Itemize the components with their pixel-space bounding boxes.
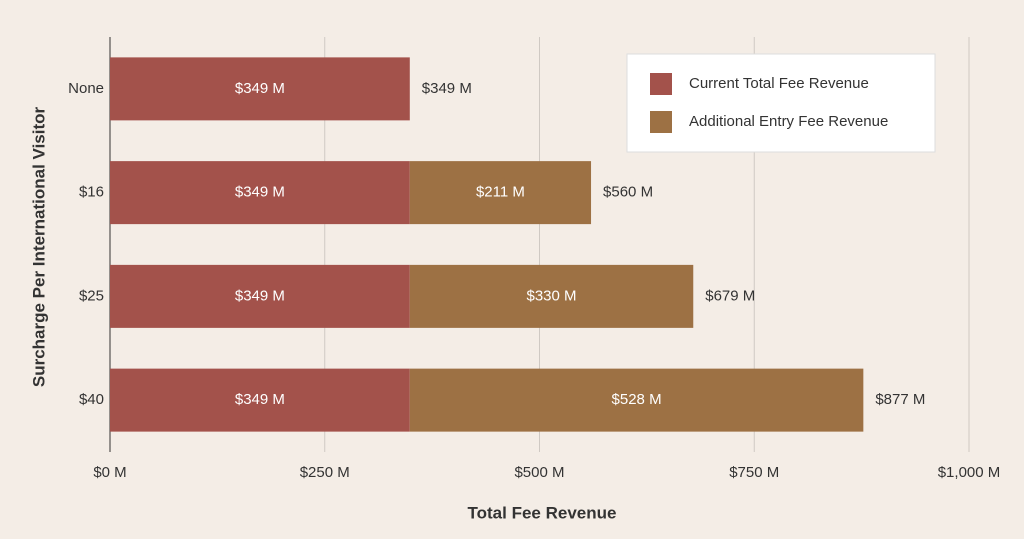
total-label: $349 M (422, 80, 472, 97)
x-axis-title: Total Fee Revenue (468, 503, 617, 522)
bar-segment (409, 264, 694, 328)
bar-segment (110, 264, 410, 328)
bar-segment (110, 368, 410, 432)
value-label: $349 M (235, 287, 285, 304)
y-axis-title: Surcharge Per International Visitor (29, 106, 48, 387)
legend-box (626, 53, 936, 153)
y-tick-label: $40 (79, 391, 104, 408)
y-tick-label: None (68, 80, 104, 97)
x-tick-label: $250 M (300, 464, 350, 481)
value-label: $330 M (527, 287, 577, 304)
total-label: $877 M (875, 391, 925, 408)
total-label: $560 M (603, 184, 653, 201)
x-tick-label: $750 M (729, 464, 779, 481)
bar-segment (110, 57, 410, 121)
x-tick-label: $0 M (93, 464, 126, 481)
bar-segment (409, 368, 864, 432)
legend-swatch (650, 111, 672, 133)
value-label: $349 M (235, 184, 285, 201)
value-label: $349 M (235, 80, 285, 97)
value-label: $528 M (612, 391, 662, 408)
legend-swatch (650, 73, 672, 95)
value-label: $349 M (235, 391, 285, 408)
legend-label: Current Total Fee Revenue (689, 75, 869, 92)
y-tick-label: $16 (79, 184, 104, 201)
total-label: $679 M (705, 287, 755, 304)
value-label: $211 M (476, 184, 525, 201)
y-tick-label: $25 (79, 287, 104, 304)
legend-label: Additional Entry Fee Revenue (689, 113, 888, 130)
bar-segment (110, 161, 410, 225)
bar-segment (409, 161, 592, 225)
x-tick-label: $1,000 M (938, 464, 1001, 481)
x-tick-label: $500 M (514, 464, 564, 481)
